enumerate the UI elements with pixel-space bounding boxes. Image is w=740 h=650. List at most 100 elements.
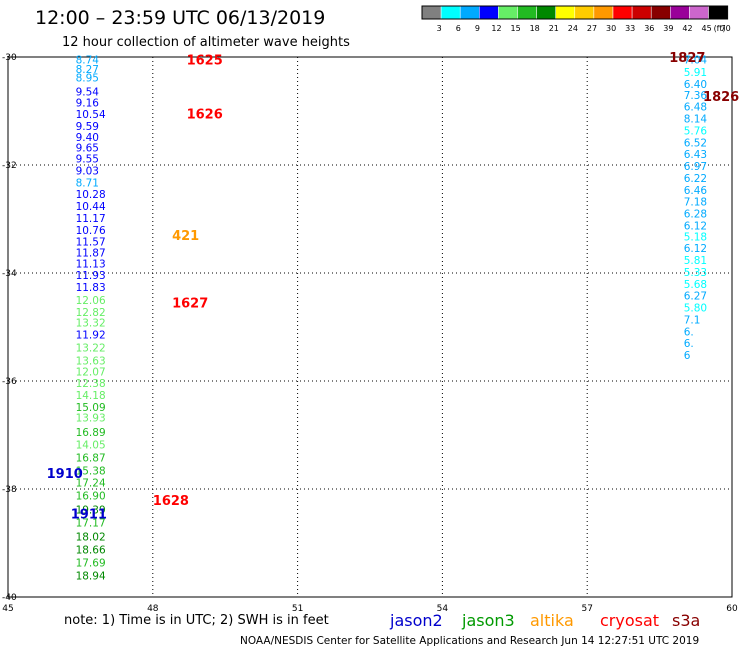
scale-tick-label: 39 (663, 24, 673, 33)
scale-swatch (670, 5, 690, 20)
wave-height-label: 12.82 (76, 307, 106, 319)
wave-height-label: 6 (684, 350, 691, 362)
wave-height-label: 15.38 (76, 466, 106, 478)
wave-height-label: 9.03 (76, 165, 99, 177)
scale-swatch (421, 5, 442, 20)
wave-height-label: 6.12 (684, 243, 707, 255)
wave-height-label: 13.32 (76, 318, 106, 330)
wave-height-label: 8.74 (76, 55, 100, 67)
pass-time-label: 1826 (703, 90, 739, 105)
wave-height-label: 18.02 (76, 532, 106, 544)
scale-swatch (708, 5, 728, 20)
scale-swatch (459, 5, 480, 20)
wave-height-label: 6. (684, 326, 694, 338)
wave-height-label: 7.1 (684, 314, 701, 326)
data-labels: 8.748.278.95 9.549.1610.549.599.409.659.5… (76, 55, 708, 583)
wave-height-label: 16.89 (76, 427, 106, 439)
wave-height-label: 9.40 (76, 132, 99, 144)
pass-time-label: 1910 (47, 467, 83, 482)
wave-height-label: 8.14 (684, 114, 708, 126)
wave-height-label: 9.55 (76, 154, 99, 166)
legend-cryosat: cryosat (600, 611, 659, 630)
scale-tick-label: 18 (530, 24, 540, 33)
wave-height-label: 9.59 (76, 121, 99, 133)
legend-jason2: jason2 (389, 611, 443, 630)
wave-height-label: 10.76 (76, 225, 106, 237)
wave-height-label: 12.38 (76, 378, 106, 390)
y-tick-label: -36 (2, 377, 17, 387)
pass-time-label: 1626 (187, 108, 223, 123)
legend-altika: altika (530, 611, 574, 630)
chart-title: 12:00 – 23:59 UTC 06/13/2019 (35, 7, 325, 29)
wave-height-label: 13.63 (76, 355, 106, 367)
legend-jason3: jason3 (461, 611, 515, 630)
y-tick-label: -34 (2, 269, 17, 279)
scale-tick-label: 21 (549, 24, 559, 33)
wave-height-label: 8.95 (76, 73, 99, 85)
scale-swatch (440, 5, 461, 20)
grid-lines (8, 57, 732, 597)
plot-area (7, 56, 733, 598)
x-tick-label: 60 (726, 604, 738, 614)
credit-line: NOAA/NESDIS Center for Satellite Applica… (240, 635, 699, 647)
pass-time-label: 1625 (187, 54, 223, 69)
wave-height-label: 10.28 (76, 189, 106, 201)
wave-height-label: 6.43 (684, 149, 707, 161)
wave-height-label: 11.83 (76, 282, 106, 294)
scale-tick-label: 70 (721, 24, 731, 33)
scale-tick-label: 33 (625, 24, 635, 33)
wave-height-label: 6.40 (684, 79, 707, 91)
wave-height-label: 11.93 (76, 270, 106, 282)
wave-height-label: 6.22 (684, 173, 707, 185)
wave-height-label: 13.93 (76, 413, 106, 425)
wave-height-label: 6.97 (684, 161, 707, 173)
wave-height-label: 7.18 (684, 197, 707, 209)
wave-height-label: 9.16 (76, 97, 100, 109)
wave-height-label: 6.48 (684, 102, 707, 114)
footnote: note: 1) Time is in UTC; 2) SWH is in fe… (64, 613, 329, 628)
wave-height-label: 11.87 (76, 247, 106, 259)
wave-height-label: 9.54 (76, 87, 100, 99)
scale-unit-label: (ft) (714, 24, 726, 33)
wave-height-label: 6.12 (684, 220, 707, 232)
y-tick-label: -32 (2, 161, 17, 171)
wave-height-label: 8.71 (76, 177, 99, 189)
wave-height-label: 11.13 (76, 258, 106, 270)
wave-height-label: 5.91 (684, 67, 707, 79)
axis-ticks: 45 48 51 54 57 60 -30 -32 -34 -36 -38 -40 (2, 53, 738, 614)
x-tick-label: 51 (292, 604, 303, 614)
wave-height-label: 19.39 (76, 505, 106, 517)
wave-height-label: 6.28 (684, 209, 707, 221)
scale-tick-label: 9 (475, 24, 480, 33)
scale-swatch (612, 5, 633, 20)
wave-height-label: 15.09 (76, 402, 106, 414)
x-tick-label: 54 (437, 604, 449, 614)
wave-height-label: 8.27 (76, 64, 99, 76)
wave-height-label: 17.24 (76, 478, 106, 490)
scale-tick-label: 24 (568, 24, 578, 33)
y-tick-label: -38 (2, 485, 17, 495)
pass-time-label: 1827 (669, 51, 705, 66)
x-tick-label: 45 (2, 604, 13, 614)
wave-height-label: 10.54 (76, 109, 106, 121)
wave-height-label: 11.92 (76, 330, 106, 342)
scale-swatch (650, 5, 671, 20)
legend-s3a: s3a (672, 611, 700, 630)
wave-height-label: 10.44 (76, 201, 106, 213)
scale-swatch (593, 5, 614, 20)
wave-height-label: 7.04 (684, 55, 708, 67)
scale-swatch (574, 5, 595, 20)
wave-height-label: 5.81 (684, 255, 707, 267)
wave-height-label: 5.76 (684, 125, 708, 137)
x-tick-label: 57 (581, 604, 592, 614)
wave-height-label: 18.66 (76, 544, 106, 556)
wave-height-label: 7.36 (684, 90, 708, 102)
scale-tick-label: 30 (606, 24, 616, 33)
wave-height-label: 6.46 (684, 185, 708, 197)
wave-height-label: 17.69 (76, 557, 106, 569)
pass-time-label: 1628 (153, 494, 189, 509)
pass-time-label: 421 (172, 229, 199, 244)
chart-subtitle: 12 hour collection of altimeter wave hei… (62, 35, 350, 50)
pass-annotations: 1625 1626 421 1627 1628 1910 1911 1827 1826 (47, 51, 740, 522)
